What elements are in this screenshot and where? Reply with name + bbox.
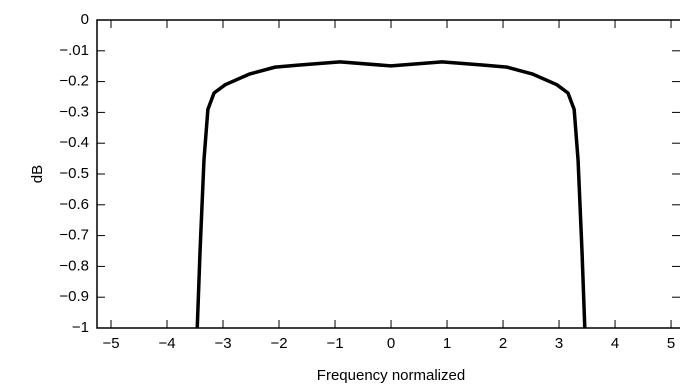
y-tick-label: −0.7 xyxy=(59,227,89,244)
x-tick-label: −2 xyxy=(270,335,287,352)
y-tick-label: −0.8 xyxy=(59,257,89,274)
x-tick-label: −4 xyxy=(158,335,175,352)
y-axis-label: dB xyxy=(29,165,46,183)
x-tick-label: 5 xyxy=(667,335,675,352)
y-tick-label: −0.3 xyxy=(59,103,89,120)
y-tick-label: −0.4 xyxy=(59,134,89,151)
y-tick-label: −.01 xyxy=(59,42,89,59)
y-tick-label: −0.5 xyxy=(59,165,89,182)
x-tick-label: 3 xyxy=(555,335,563,352)
x-tick-label: 4 xyxy=(611,335,619,352)
line-series xyxy=(195,60,587,329)
y-tick-label: 0 xyxy=(81,11,89,28)
x-tick-label: −5 xyxy=(102,335,119,352)
x-tick-label: 2 xyxy=(499,335,507,352)
x-tick-label: −1 xyxy=(326,335,343,352)
y-tick-label: −0.2 xyxy=(59,73,89,90)
plot-frame xyxy=(96,19,680,329)
y-tick-label: −0.6 xyxy=(59,196,89,213)
y-tick-label: −0.9 xyxy=(59,288,89,305)
x-tick-label: −3 xyxy=(214,335,231,352)
x-tick-label: 0 xyxy=(387,335,395,352)
y-tick-label: −1 xyxy=(72,319,89,336)
x-axis-label: Frequency normalized xyxy=(317,367,465,384)
x-tick-label: 1 xyxy=(443,335,451,352)
